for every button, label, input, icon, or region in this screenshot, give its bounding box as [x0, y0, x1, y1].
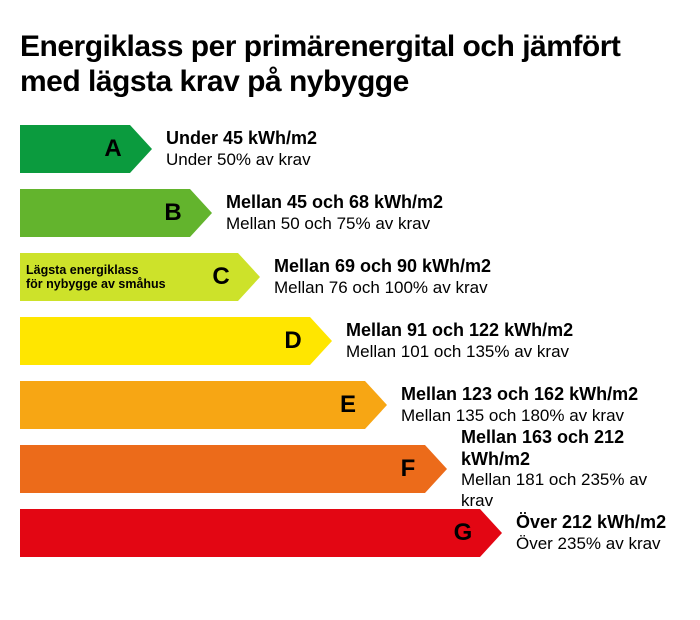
arrow-tip: [480, 509, 502, 557]
class-description: Mellan 163 och 212 kWh/m2 Mellan 181 och…: [461, 427, 680, 511]
note-line1: Lägsta energiklass: [26, 263, 166, 277]
arrow-b: B: [20, 189, 212, 237]
energy-class-row: Lägsta energiklass för nybygge av småhus…: [20, 253, 680, 301]
class-description: Mellan 91 och 122 kWh/m2 Mellan 101 och …: [346, 320, 573, 362]
energy-class-row: D Mellan 91 och 122 kWh/m2 Mellan 101 oc…: [20, 317, 680, 365]
arrow-tip: [190, 189, 212, 237]
class-description: Mellan 69 och 90 kWh/m2 Mellan 76 och 10…: [274, 256, 491, 298]
arrow-tip: [238, 253, 260, 301]
desc-line1: Mellan 69 och 90 kWh/m2: [274, 256, 491, 278]
desc-line2: Mellan 76 och 100% av krav: [274, 278, 491, 298]
chart-title: Energiklass per primärenergital och jämf…: [20, 30, 680, 99]
desc-line1: Mellan 123 och 162 kWh/m2: [401, 384, 638, 406]
class-note: Lägsta energiklass för nybygge av småhus: [26, 253, 166, 301]
arrow-body: [20, 317, 310, 365]
class-description: Under 45 kWh/m2 Under 50% av krav: [166, 128, 317, 170]
arrow-f: F: [20, 445, 447, 493]
desc-line2: Över 235% av krav: [516, 534, 666, 554]
class-letter: F: [391, 445, 425, 493]
class-letter: E: [331, 381, 365, 429]
class-letter: D: [276, 317, 310, 365]
arrow-body: [20, 445, 425, 493]
desc-line1: Under 45 kWh/m2: [166, 128, 317, 150]
class-description: Över 212 kWh/m2 Över 235% av krav: [516, 512, 666, 554]
desc-line2: Mellan 50 och 75% av krav: [226, 214, 443, 234]
desc-line2: Mellan 181 och 235% av krav: [461, 470, 680, 511]
energy-class-row: E Mellan 123 och 162 kWh/m2 Mellan 135 o…: [20, 381, 680, 429]
arrow-a: A: [20, 125, 152, 173]
arrow-body: [20, 509, 480, 557]
energy-class-rows: A Under 45 kWh/m2 Under 50% av krav B Me…: [20, 125, 680, 557]
desc-line1: Över 212 kWh/m2: [516, 512, 666, 534]
arrow-tip: [130, 125, 152, 173]
desc-line2: Mellan 135 och 180% av krav: [401, 406, 638, 426]
class-description: Mellan 123 och 162 kWh/m2 Mellan 135 och…: [401, 384, 638, 426]
arrow-g: G: [20, 509, 502, 557]
note-line2: för nybygge av småhus: [26, 277, 166, 291]
desc-line2: Under 50% av krav: [166, 150, 317, 170]
arrow-tip: [425, 445, 447, 493]
desc-line2: Mellan 101 och 135% av krav: [346, 342, 573, 362]
arrow-tip: [365, 381, 387, 429]
energy-class-row: F Mellan 163 och 212 kWh/m2 Mellan 181 o…: [20, 445, 680, 493]
desc-line1: Mellan 45 och 68 kWh/m2: [226, 192, 443, 214]
energy-class-row: G Över 212 kWh/m2 Över 235% av krav: [20, 509, 680, 557]
energy-class-row: B Mellan 45 och 68 kWh/m2 Mellan 50 och …: [20, 189, 680, 237]
class-description: Mellan 45 och 68 kWh/m2 Mellan 50 och 75…: [226, 192, 443, 234]
desc-line1: Mellan 163 och 212 kWh/m2: [461, 427, 680, 470]
class-letter: A: [96, 125, 130, 173]
class-letter: G: [446, 509, 480, 557]
arrow-d: D: [20, 317, 332, 365]
energy-class-row: A Under 45 kWh/m2 Under 50% av krav: [20, 125, 680, 173]
desc-line1: Mellan 91 och 122 kWh/m2: [346, 320, 573, 342]
class-letter: C: [204, 253, 238, 301]
arrow-c: Lägsta energiklass för nybygge av småhus…: [20, 253, 260, 301]
class-letter: B: [156, 189, 190, 237]
arrow-tip: [310, 317, 332, 365]
arrow-e: E: [20, 381, 387, 429]
arrow-body: [20, 381, 365, 429]
